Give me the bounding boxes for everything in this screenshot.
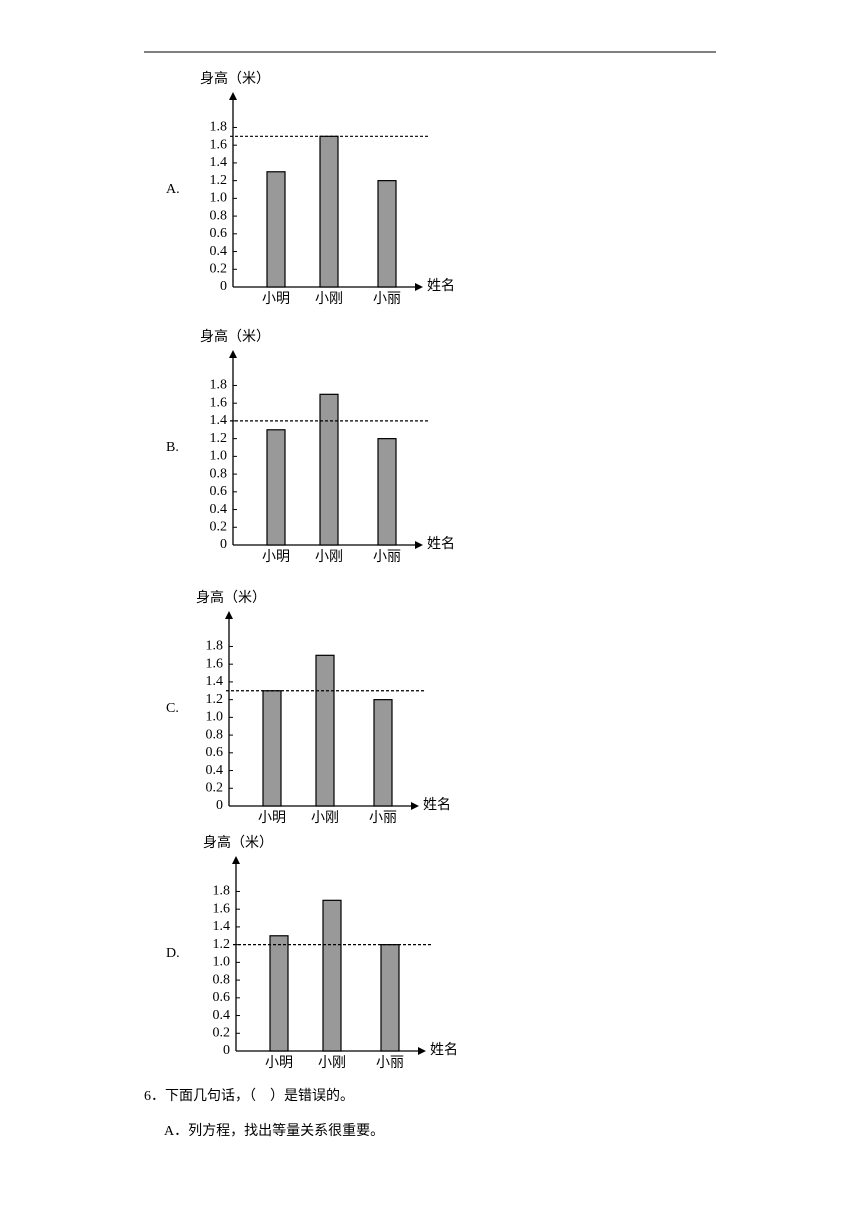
x-axis-arrow: [415, 541, 423, 549]
y-tick-label: 0: [223, 1043, 230, 1058]
option-label: A.: [166, 182, 180, 197]
y-tick-label: 1.4: [213, 919, 231, 934]
y-axis-arrow: [225, 611, 233, 619]
y-axis-arrow: [229, 350, 237, 358]
y-tick-label: 0.2: [213, 1025, 231, 1040]
y-tick-label: 0.6: [210, 226, 228, 241]
bar: [377, 180, 397, 288]
y-tick-label: 1.4: [210, 155, 228, 170]
x-tick-label: 小明: [265, 1055, 293, 1071]
bar: [269, 935, 289, 1052]
y-tick-label: 0.6: [213, 990, 231, 1005]
x-tick-label: 小明: [262, 549, 290, 565]
y-axis-title: 身高（米）: [203, 834, 273, 851]
y-tick-label: 1.2: [210, 431, 228, 446]
y-tick-label: 0.4: [210, 244, 228, 259]
bar: [319, 393, 339, 546]
bar: [373, 699, 393, 807]
question-option: A．列方程，找出等量关系很重要。: [164, 1122, 384, 1139]
y-tick-label: 0.8: [206, 727, 224, 742]
y-tick-label: 0: [220, 537, 227, 552]
y-tick-label: 1.8: [210, 378, 228, 393]
y-tick-label: 0: [220, 279, 227, 294]
y-axis-arrow: [232, 856, 240, 864]
bar: [262, 690, 282, 807]
x-tick-label: 小丽: [369, 810, 397, 826]
x-tick-label: 小丽: [373, 549, 401, 565]
y-tick-label: 1.0: [210, 191, 228, 206]
y-tick-label: 1.6: [213, 901, 231, 916]
y-tick-label: 1.0: [206, 710, 224, 725]
x-tick-label: 小刚: [318, 1055, 346, 1071]
y-tick-label: 1.8: [213, 884, 231, 899]
x-tick-label: 小丽: [373, 291, 401, 307]
option-label: D.: [166, 946, 180, 961]
x-tick-label: 小明: [262, 291, 290, 307]
x-axis-title: 姓名: [427, 536, 455, 552]
y-tick-label: 1.4: [206, 674, 224, 689]
y-tick-label: 1.6: [210, 395, 228, 410]
y-tick-label: 1.2: [210, 173, 228, 188]
y-tick-label: 0.8: [210, 466, 228, 481]
y-tick-label: 0.2: [206, 780, 224, 795]
y-tick-label: 0.2: [210, 519, 228, 534]
y-tick-label: 1.6: [210, 137, 228, 152]
bar: [377, 438, 397, 546]
y-tick-label: 0.2: [210, 261, 228, 276]
option-label: B.: [166, 440, 179, 455]
y-axis-arrow: [229, 92, 237, 100]
x-axis-title: 姓名: [430, 1042, 458, 1058]
bar: [322, 899, 342, 1052]
x-axis-title: 姓名: [427, 278, 455, 294]
x-tick-label: 小刚: [311, 810, 339, 826]
y-tick-label: 1.4: [210, 413, 228, 428]
y-tick-label: 0.6: [206, 745, 224, 760]
y-tick-label: 1.0: [210, 449, 228, 464]
y-tick-label: 0.6: [210, 484, 228, 499]
y-tick-label: 0.8: [210, 208, 228, 223]
y-tick-label: 0.4: [210, 502, 228, 517]
x-axis-title: 姓名: [423, 797, 451, 813]
y-tick-label: 1.8: [206, 639, 224, 654]
y-tick-label: 0.4: [206, 763, 224, 778]
y-axis-title: 身高（米）: [200, 328, 270, 345]
x-tick-label: 小明: [258, 810, 286, 826]
option-label: C.: [166, 701, 179, 716]
y-tick-label: 1.2: [206, 692, 224, 707]
x-axis-arrow: [418, 1047, 426, 1055]
y-tick-label: 1.6: [206, 656, 224, 671]
bar: [319, 135, 339, 288]
x-axis-arrow: [411, 802, 419, 810]
bar: [380, 944, 400, 1052]
x-tick-label: 小丽: [376, 1055, 404, 1071]
bar: [315, 654, 335, 807]
x-axis-arrow: [415, 283, 423, 291]
bar: [266, 429, 286, 546]
y-axis-title: 身高（米）: [196, 589, 266, 606]
y-tick-label: 1.0: [213, 955, 231, 970]
y-tick-label: 1.8: [210, 120, 228, 135]
y-tick-label: 1.2: [213, 937, 231, 952]
bar: [266, 171, 286, 288]
y-tick-label: 0.8: [213, 972, 231, 987]
y-tick-label: 0: [216, 798, 223, 813]
y-tick-label: 0.4: [213, 1008, 231, 1023]
y-axis-title: 身高（米）: [200, 70, 270, 87]
x-tick-label: 小刚: [315, 549, 343, 565]
x-tick-label: 小刚: [315, 291, 343, 307]
question-text: 6．下面几句话，（ ）是错误的。: [144, 1088, 354, 1104]
